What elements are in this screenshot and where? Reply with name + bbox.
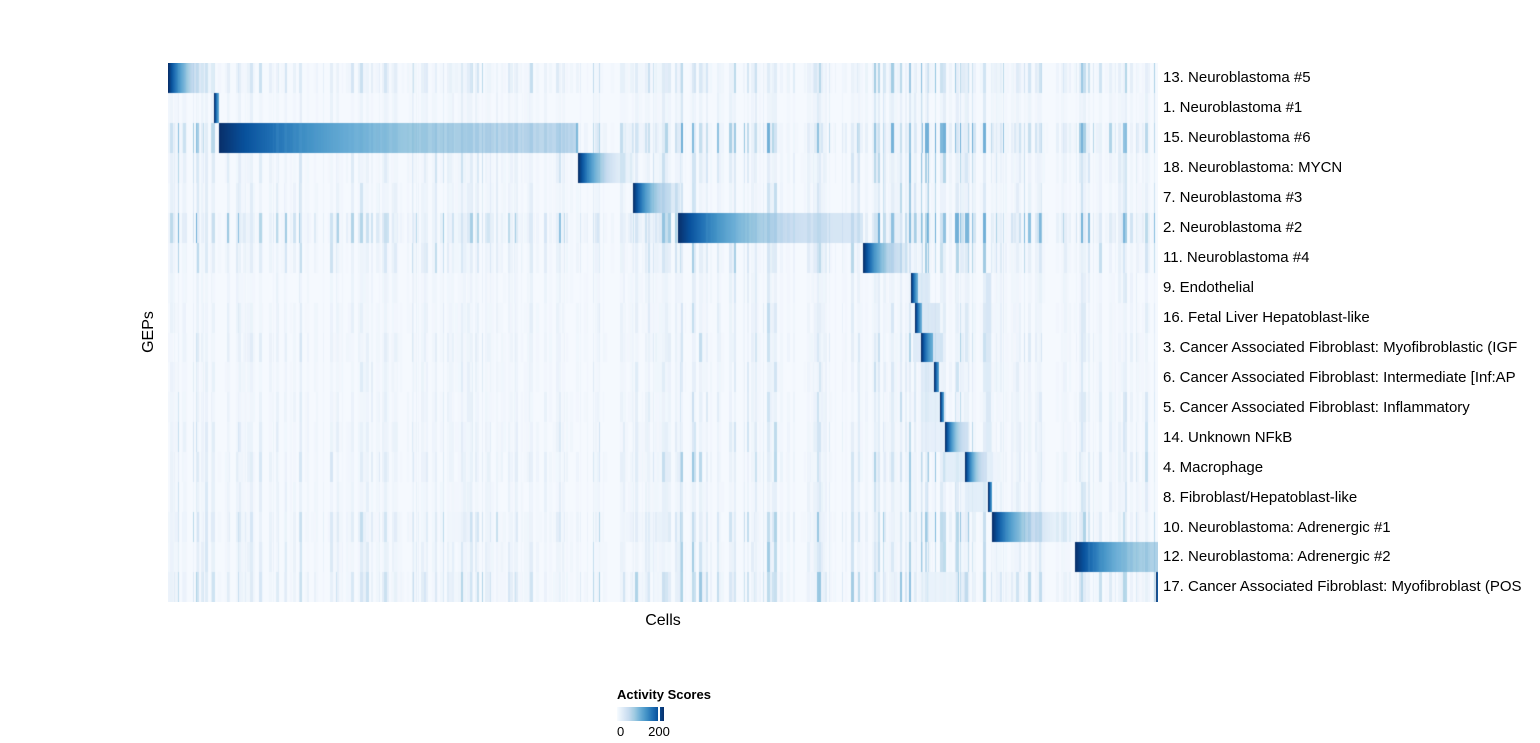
row-label-5: 7. Neuroblastoma #3 bbox=[1163, 189, 1303, 207]
x-axis-label: Cells bbox=[645, 612, 681, 629]
row-label-7: 11. Neuroblastoma #4 bbox=[1163, 249, 1310, 267]
legend-tick-mark bbox=[658, 707, 660, 721]
row-label-14: 4. Macrophage bbox=[1163, 458, 1264, 476]
row-label-10: 3. Cancer Associated Fibroblast: Myofibr… bbox=[1163, 338, 1518, 356]
legend-title: Activity Scores bbox=[617, 687, 711, 702]
row-label-16: 10. Neuroblastoma: Adrenergic #1 bbox=[1163, 518, 1391, 536]
row-label-4: 18. Neuroblastoma: MYCN bbox=[1163, 159, 1343, 177]
row-label-11: 6. Cancer Associated Fibroblast: Interme… bbox=[1163, 368, 1516, 386]
row-label-3: 15. Neuroblastoma #6 bbox=[1163, 129, 1311, 147]
row-label-15: 8. Fibroblast/Hepatoblast-like bbox=[1163, 488, 1358, 506]
row-label-9: 16. Fetal Liver Hepatoblast-like bbox=[1163, 308, 1370, 326]
heatmap-plot bbox=[168, 63, 1158, 602]
gep-row-labels: 13. Neuroblastoma #5 1. Neuroblastoma #1 1… bbox=[1163, 63, 1540, 602]
legend-tick-min: 0 bbox=[617, 724, 625, 739]
row-label-1: 13. Neuroblastoma #5 bbox=[1163, 69, 1311, 87]
legend-tick-max: 200 bbox=[648, 724, 670, 739]
row-label-6: 2. Neuroblastoma #2 bbox=[1163, 219, 1303, 237]
row-label-13: 14. Unknown NFkB bbox=[1163, 428, 1293, 446]
legend-gradient-bar bbox=[617, 707, 664, 721]
row-label-2: 1. Neuroblastoma #1 bbox=[1163, 99, 1303, 117]
colorbar-legend: Activity Scores 0 200 bbox=[617, 687, 747, 740]
row-label-18: 17. Cancer Associated Fibroblast: Myofib… bbox=[1163, 578, 1522, 596]
row-label-17: 12. Neuroblastoma: Adrenergic #2 bbox=[1163, 548, 1391, 566]
row-label-12: 5. Cancer Associated Fibroblast: Inflamm… bbox=[1163, 398, 1470, 416]
legend-tick-labels: 0 200 bbox=[617, 724, 677, 740]
y-axis-label: GEPs bbox=[140, 311, 157, 353]
row-label-8: 9. Endothelial bbox=[1163, 279, 1254, 297]
